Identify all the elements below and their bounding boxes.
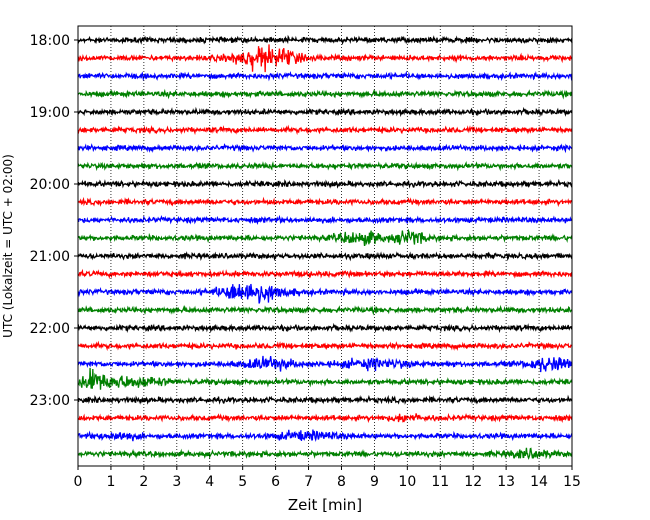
x-tick-label: 1	[106, 474, 115, 490]
x-tick-label: 14	[530, 474, 548, 490]
x-tick-label: 10	[398, 474, 416, 490]
x-tick-label: 11	[431, 474, 449, 490]
trace-1830	[77, 70, 573, 82]
y-axis: 18:00 19:00 20:00 21:00 22:00 23:00	[30, 33, 78, 409]
trace-2315	[77, 412, 573, 424]
traces-layer	[77, 34, 573, 460]
x-tick-label: 12	[464, 474, 482, 490]
trace-2045	[77, 228, 573, 247]
y-tick-label: 23:00	[30, 393, 70, 409]
trace-2300	[77, 394, 573, 405]
y-tick-label: 20:00	[30, 177, 70, 193]
y-tick-label: 21:00	[30, 249, 70, 265]
trace-1915	[77, 124, 573, 136]
x-tick-label: 15	[563, 474, 581, 490]
trace-2230	[77, 355, 573, 373]
trace-2000	[77, 178, 573, 189]
x-tick-label: 13	[497, 474, 515, 490]
trace-2115	[77, 268, 573, 280]
y-tick-label: 18:00	[30, 33, 70, 49]
x-tick-label: 2	[139, 474, 148, 490]
trace-2200	[77, 322, 573, 334]
x-tick-label: 6	[271, 474, 280, 490]
trace-2245	[77, 367, 573, 390]
x-axis-label: Zeit [min]	[288, 496, 362, 514]
trace-2130	[77, 283, 573, 304]
y-tick-label: 22:00	[30, 321, 70, 337]
trace-2330	[77, 429, 573, 442]
x-tick-label: 7	[304, 474, 313, 490]
trace-2015	[77, 196, 573, 208]
trace-2030	[77, 214, 573, 225]
x-tick-label: 5	[238, 474, 247, 490]
y-axis-label: UTC (Lokalzeit = UTC + 02:00)	[1, 154, 15, 338]
x-tick-label: 9	[370, 474, 379, 490]
trace-2345	[77, 447, 573, 460]
grid-layer	[110, 26, 540, 466]
trace-1800	[77, 34, 573, 46]
trace-1945	[77, 161, 573, 172]
x-tick-label: 4	[205, 474, 214, 490]
y-tick-label: 19:00	[30, 105, 70, 121]
x-tick-label: 3	[172, 474, 181, 490]
trace-2145	[77, 304, 573, 316]
trace-1930	[77, 143, 573, 154]
trace-1815	[77, 44, 573, 73]
x-tick-label: 0	[74, 474, 83, 490]
plot-area-frame	[77, 25, 573, 467]
trace-2215	[77, 340, 573, 352]
x-tick-label: 8	[337, 474, 346, 490]
x-axis: 0 1 2 3 4 5 6 7 8 9 10 11 12 13 14 15	[74, 466, 581, 490]
trace-2100	[77, 250, 573, 262]
trace-1900	[77, 106, 573, 118]
trace-1845	[77, 88, 573, 100]
